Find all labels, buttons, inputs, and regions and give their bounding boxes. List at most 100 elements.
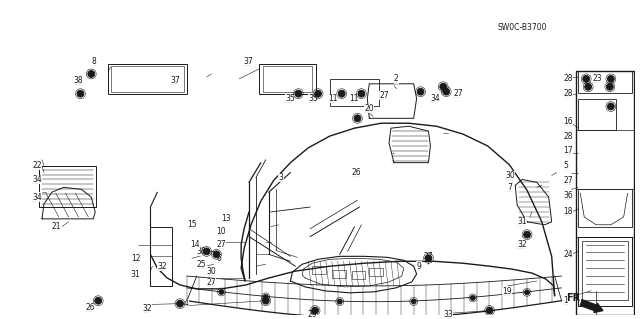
Text: 37: 37: [243, 57, 253, 66]
Text: 35: 35: [285, 94, 295, 103]
Circle shape: [338, 90, 345, 97]
Circle shape: [607, 75, 614, 82]
Text: 25: 25: [196, 260, 206, 269]
Bar: [579, 237, 632, 306]
Circle shape: [88, 70, 95, 78]
Text: 34: 34: [32, 193, 42, 202]
FancyArrow shape: [580, 300, 603, 313]
Circle shape: [77, 90, 84, 97]
Bar: [577, 71, 634, 315]
Text: 28: 28: [563, 74, 573, 83]
Text: 3: 3: [278, 173, 284, 182]
Text: 28: 28: [563, 131, 573, 141]
Text: 18: 18: [563, 207, 573, 217]
Text: 26: 26: [85, 303, 95, 312]
Text: 30: 30: [506, 171, 515, 180]
Bar: [259, 64, 316, 94]
Text: 19: 19: [502, 287, 512, 296]
Text: 28: 28: [563, 89, 573, 98]
Circle shape: [440, 83, 447, 90]
Text: 27: 27: [216, 240, 226, 249]
Bar: [150, 227, 172, 286]
Circle shape: [524, 231, 531, 238]
Text: 27: 27: [207, 278, 216, 287]
Circle shape: [358, 90, 365, 97]
Text: 14: 14: [190, 240, 200, 249]
Text: 7: 7: [508, 183, 512, 192]
Bar: [312, 266, 326, 274]
Bar: [263, 66, 312, 92]
Text: FR.: FR.: [566, 293, 584, 303]
Circle shape: [263, 294, 268, 299]
Circle shape: [585, 83, 591, 90]
Text: 27: 27: [379, 91, 388, 100]
Circle shape: [262, 297, 269, 304]
Circle shape: [443, 88, 450, 95]
Circle shape: [470, 295, 476, 300]
Text: 2: 2: [394, 74, 399, 83]
Text: 38: 38: [196, 247, 206, 256]
Text: 33: 33: [444, 310, 453, 319]
Bar: [108, 64, 187, 94]
Text: 24: 24: [563, 250, 573, 259]
Circle shape: [312, 307, 319, 314]
Circle shape: [354, 115, 361, 122]
Text: 27: 27: [563, 176, 573, 185]
Text: 32: 32: [517, 240, 527, 249]
Bar: [579, 99, 616, 130]
Text: 10: 10: [216, 227, 226, 236]
Circle shape: [425, 255, 432, 262]
Bar: [330, 79, 379, 107]
Text: 6: 6: [216, 254, 221, 263]
Text: 34: 34: [431, 94, 440, 103]
Text: 5: 5: [563, 161, 568, 170]
Circle shape: [486, 307, 493, 314]
Circle shape: [411, 299, 416, 304]
Bar: [579, 71, 632, 93]
Text: 26: 26: [351, 168, 361, 177]
Circle shape: [607, 83, 613, 90]
Text: 16: 16: [563, 117, 573, 126]
Text: 15: 15: [187, 220, 196, 229]
Circle shape: [295, 90, 302, 97]
Bar: [369, 268, 383, 276]
Circle shape: [219, 290, 224, 294]
Text: 35: 35: [308, 94, 318, 103]
Circle shape: [337, 299, 342, 304]
Text: 1: 1: [563, 296, 568, 305]
Text: 31: 31: [517, 217, 527, 226]
Text: 8: 8: [92, 57, 96, 66]
Circle shape: [417, 88, 424, 95]
Text: 9: 9: [417, 262, 422, 271]
Bar: [579, 189, 632, 227]
Circle shape: [583, 75, 589, 82]
Text: 31: 31: [131, 270, 140, 278]
Text: 13: 13: [221, 214, 231, 223]
Text: 30: 30: [207, 267, 216, 276]
Circle shape: [177, 300, 184, 307]
Circle shape: [213, 251, 220, 258]
Text: 11: 11: [328, 94, 337, 103]
Text: 34: 34: [32, 175, 42, 184]
Circle shape: [525, 290, 529, 295]
Text: 12: 12: [131, 254, 140, 263]
Text: 32: 32: [157, 262, 167, 271]
Text: 4: 4: [184, 299, 189, 308]
Text: 22: 22: [32, 161, 42, 170]
Bar: [351, 271, 365, 279]
Bar: [332, 270, 346, 278]
Text: SW0C-B3700: SW0C-B3700: [497, 23, 547, 32]
Text: 21: 21: [52, 222, 61, 231]
Text: 11: 11: [349, 94, 359, 103]
Text: 20: 20: [364, 104, 374, 113]
Text: 17: 17: [563, 146, 573, 155]
Bar: [111, 66, 184, 92]
Bar: [582, 241, 628, 300]
Text: 38: 38: [74, 76, 83, 85]
Circle shape: [95, 297, 102, 304]
Text: 23: 23: [592, 74, 602, 83]
Text: 29: 29: [307, 310, 317, 319]
Text: 37: 37: [170, 76, 180, 85]
Text: 36: 36: [563, 191, 573, 200]
Text: 27: 27: [424, 252, 433, 261]
